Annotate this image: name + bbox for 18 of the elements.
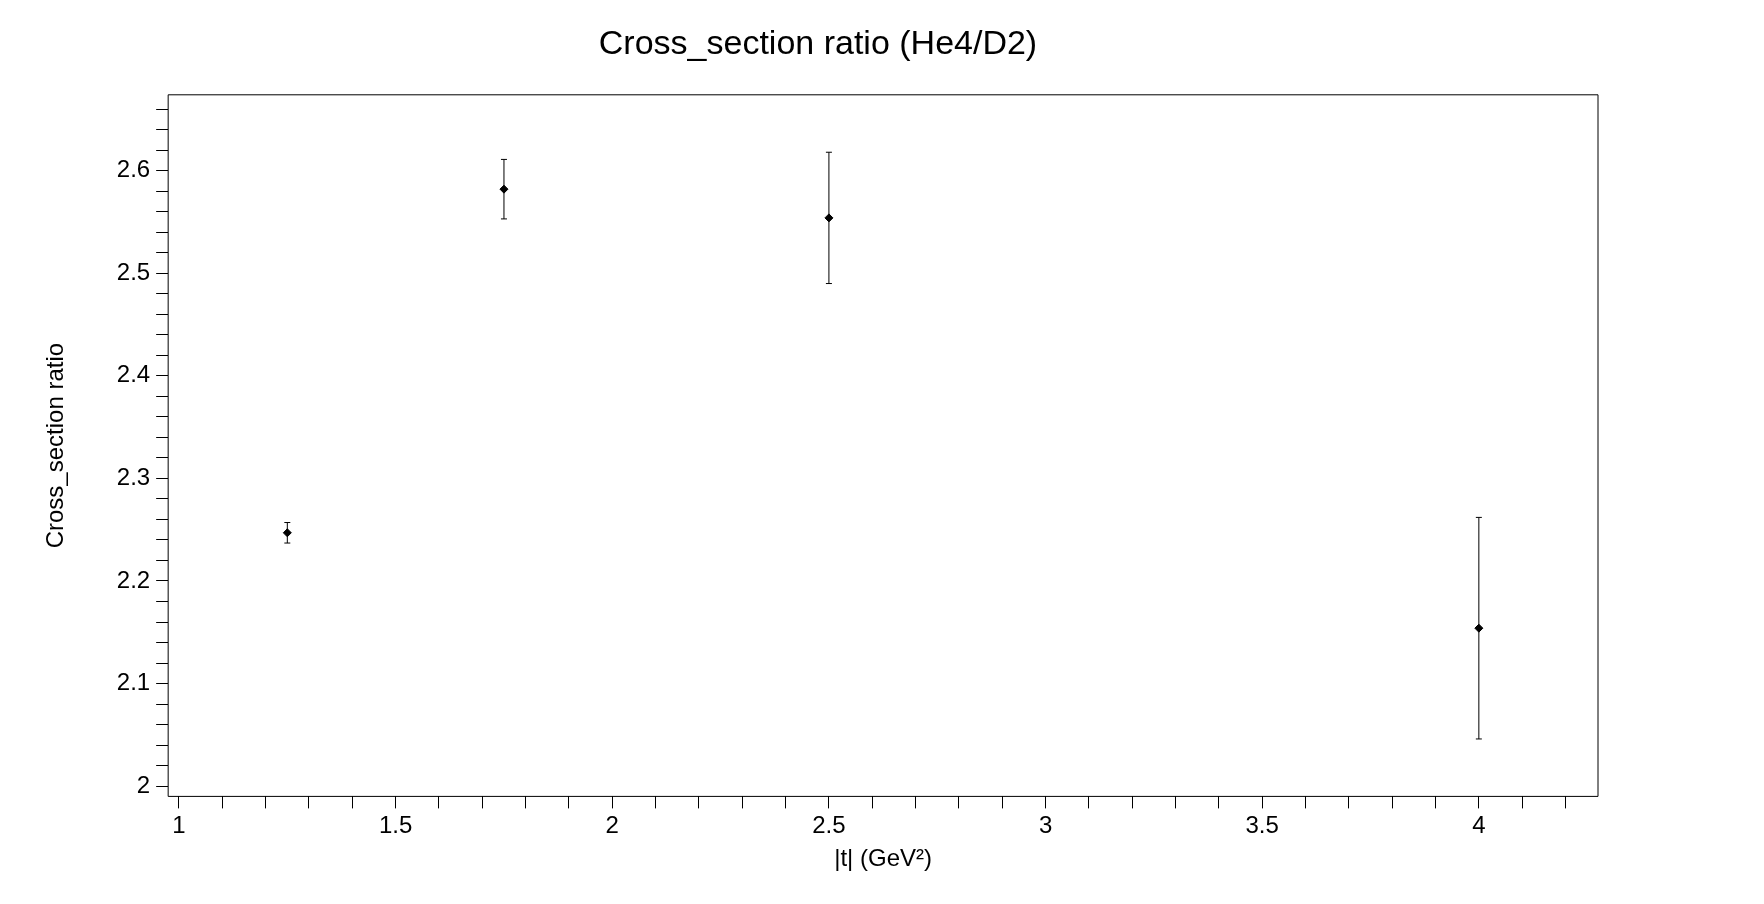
point xyxy=(282,528,292,538)
x-tick-label: 3 xyxy=(1038,811,1053,839)
x-tick-label: 2.5 xyxy=(812,811,846,839)
x-tick-label: 2 xyxy=(605,811,619,839)
x-tick-label: 1.5 xyxy=(378,811,413,839)
x-axis-title: |t| (GeV²) xyxy=(834,844,932,872)
x-tick-label: 3.5 xyxy=(1245,811,1279,839)
y-tick-label: 2.6 xyxy=(116,155,151,183)
y-tick-label: 2.4 xyxy=(116,360,151,388)
y-tick-label: 2.2 xyxy=(116,565,151,593)
y-tick-label: 2.5 xyxy=(116,257,151,285)
x-tick-label: 1 xyxy=(172,811,186,839)
chart-title: Cross_section ratio (He4/D2) xyxy=(598,22,1038,61)
y-tick-label: 2.1 xyxy=(116,668,151,696)
x-tick-label: 4 xyxy=(1472,811,1486,839)
y-tick-label: 2 xyxy=(136,770,151,798)
y-axis-title: Cross_section ratio xyxy=(41,342,69,549)
y-tick-label: 2.3 xyxy=(116,463,151,491)
